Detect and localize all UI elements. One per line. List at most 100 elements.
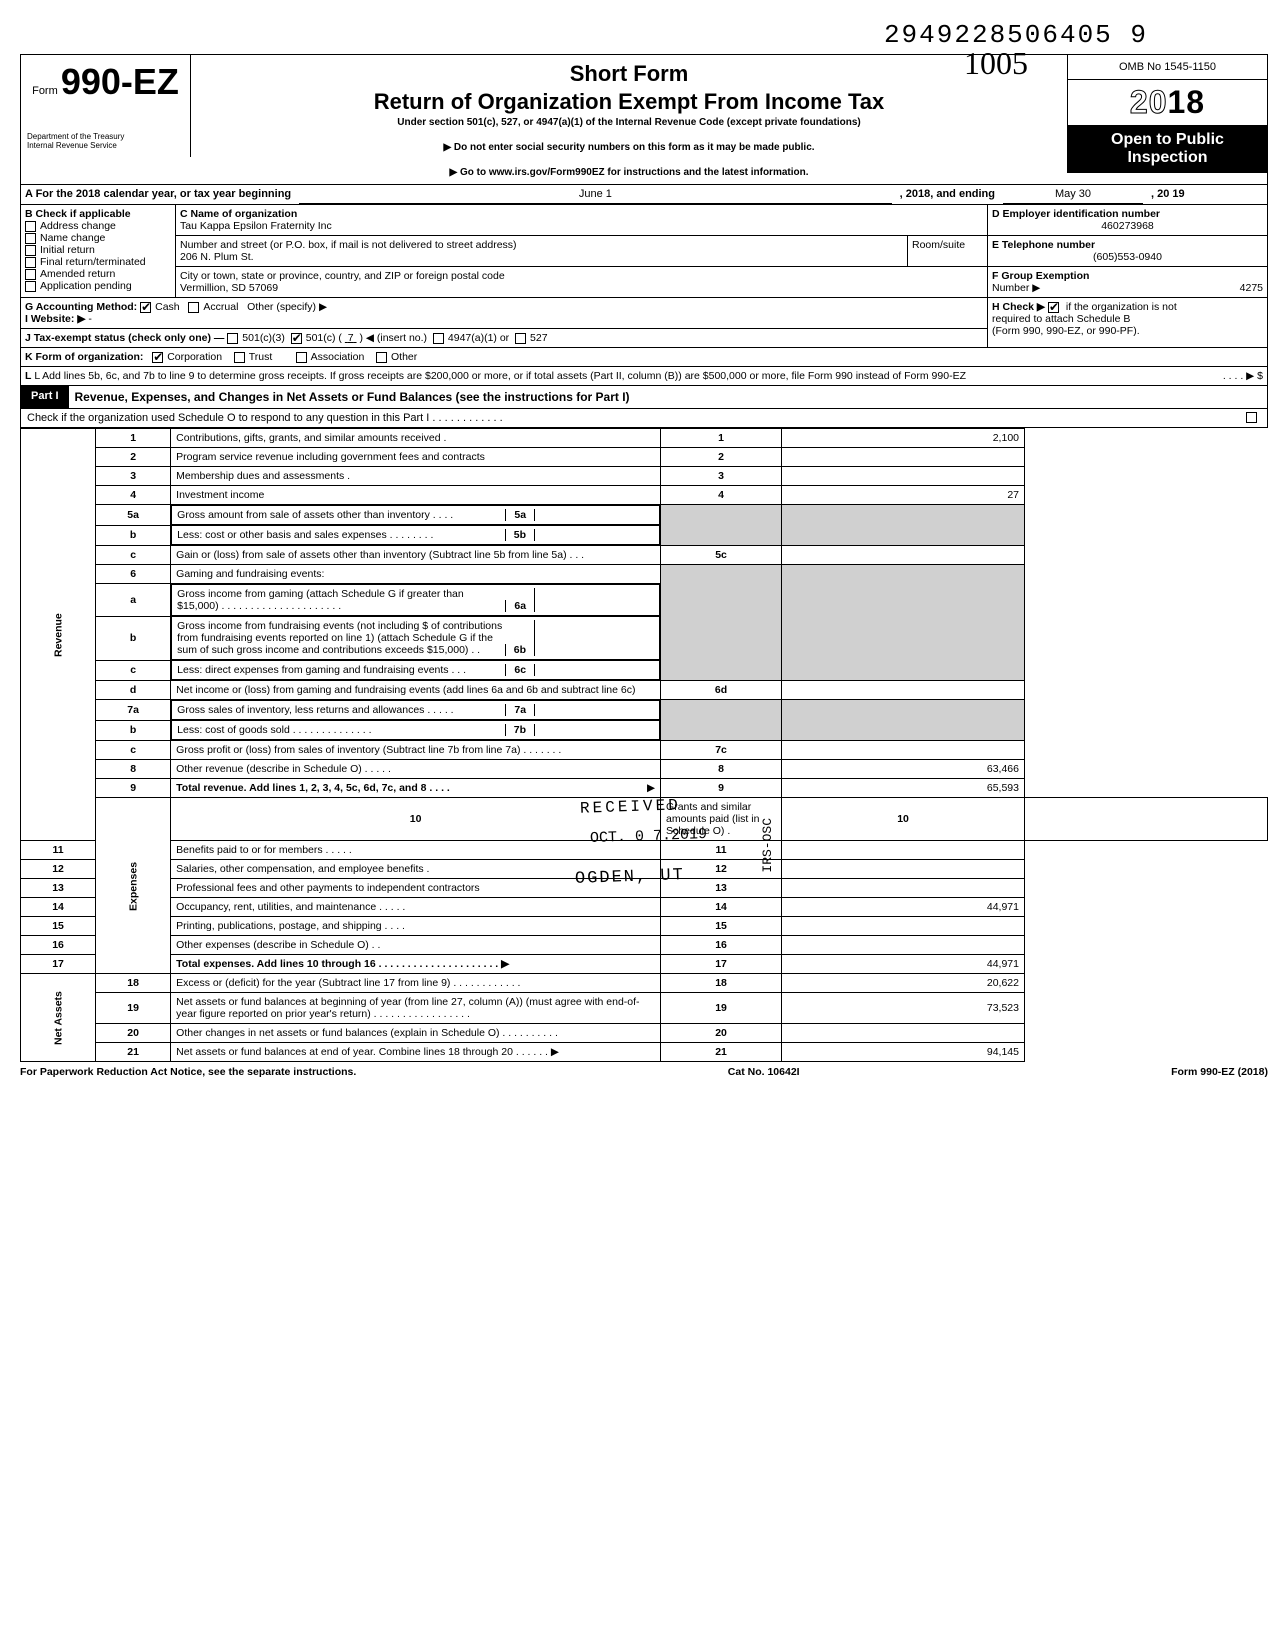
row-k: K Form of organization: Corporation Trus…	[21, 348, 1268, 367]
line-20-num: 20	[96, 1024, 171, 1043]
line-20-amt	[782, 1024, 1025, 1043]
line-6a-box: 6a	[505, 600, 534, 612]
row-j-label: J Tax-exempt status (check only one) —	[25, 332, 224, 344]
line-6c-num: c	[96, 660, 171, 681]
open-to-public: Open to Public Inspection	[1068, 125, 1267, 173]
line-6c-text: Less: direct expenses from gaming and fu…	[177, 664, 505, 676]
form-number-cell: Form 990-EZ Department of the Treasury I…	[21, 55, 191, 157]
row-h: H Check ▶ if the organization is not req…	[988, 298, 1268, 348]
line-17-box: 17	[661, 955, 782, 974]
line-7b-box: 7b	[505, 724, 534, 736]
501c-check[interactable]	[291, 333, 302, 344]
note-url: ▶ Go to www.irs.gov/Form990EZ for instru…	[199, 167, 1059, 178]
line-7a-inneramt	[534, 704, 654, 716]
line-21-num: 21	[96, 1043, 171, 1062]
line-9-box: 9	[661, 779, 782, 798]
row-a-label: A For the 2018 calendar year, or tax yea…	[21, 185, 295, 204]
dept-line2: Internal Revenue Service	[27, 142, 184, 151]
row-a-end-month: May 30	[1003, 185, 1143, 204]
other-org-label: Other	[391, 351, 417, 363]
part1-schedule-o-check[interactable]	[1246, 412, 1257, 423]
short-form-title: Short Form	[199, 61, 1059, 87]
527-label: 527	[530, 332, 548, 344]
line-11-text: Benefits paid to or for members . . . . …	[171, 841, 661, 860]
line-6-text: Gaming and fundraising events:	[171, 565, 661, 584]
501c3-check[interactable]	[227, 333, 238, 344]
addr-label: Number and street (or P.O. box, if mail …	[180, 239, 517, 251]
line5-shade-amt	[782, 505, 1025, 546]
part1-header: Part I Revenue, Expenses, and Changes in…	[20, 386, 1268, 409]
527-check[interactable]	[515, 333, 526, 344]
org-name: Tau Kappa Epsilon Fraternity Inc	[180, 220, 332, 232]
box-e-label: E Telephone number	[992, 239, 1095, 251]
corp-check[interactable]	[152, 352, 163, 363]
line-9-amt: 65,593	[782, 779, 1025, 798]
stamp-received: RECEIVED	[580, 796, 681, 818]
box-d-label: D Employer identification number	[992, 208, 1160, 220]
corp-label: Corporation	[167, 351, 222, 363]
line-7c-box: 7c	[661, 741, 782, 760]
box-e: E Telephone number (605)553-0940	[988, 236, 1268, 267]
box-b-opt-1[interactable]: Name change	[25, 232, 171, 244]
4947-label: 4947(a)(1) or	[448, 332, 509, 344]
accounting-accrual-label: Accrual	[203, 301, 238, 313]
other-org-check[interactable]	[376, 352, 387, 363]
group-exemption-value: 4275	[1240, 282, 1263, 294]
line-2-text: Program service revenue including govern…	[171, 448, 661, 467]
line-8-num: 8	[96, 760, 171, 779]
year-suffix: 18	[1168, 84, 1206, 120]
501c3-label: 501(c)(3)	[242, 332, 285, 344]
box-b-opt-3[interactable]: Final return/terminated	[25, 256, 171, 268]
row-l-arrow: . . . . ▶ $	[1223, 370, 1263, 382]
line-5b-text: Less: cost or other basis and sales expe…	[177, 529, 505, 541]
row-j: J Tax-exempt status (check only one) — 5…	[21, 329, 988, 348]
year-prefix: 20	[1130, 84, 1168, 120]
schedule-b-check[interactable]	[1048, 302, 1059, 313]
accounting-accrual-check[interactable]	[188, 302, 199, 313]
line-18-box: 18	[661, 974, 782, 993]
line5-shade	[661, 505, 782, 546]
box-b-opt-3-label: Final return/terminated	[40, 256, 146, 268]
line-5a-text: Gross amount from sale of assets other t…	[177, 509, 505, 521]
box-b-opt-2[interactable]: Initial return	[25, 244, 171, 256]
line-14-box: 14	[661, 898, 782, 917]
line-7a-box: 7a	[505, 704, 534, 716]
line-10-amt	[1025, 798, 1268, 841]
accounting-cash-check[interactable]	[140, 302, 151, 313]
box-b-opt-0-label: Address change	[40, 220, 116, 232]
box-b-opt-4-label: Amended return	[40, 268, 115, 280]
footer: For Paperwork Reduction Act Notice, see …	[20, 1062, 1268, 1078]
line-13-amt	[782, 879, 1025, 898]
line-16-text: Other expenses (describe in Schedule O) …	[171, 936, 661, 955]
line7-shade-amt	[782, 700, 1025, 741]
row-g-i: G Accounting Method: Cash Accrual Other …	[21, 298, 988, 329]
part1-check-row: Check if the organization used Schedule …	[20, 409, 1268, 428]
row-a-end-year: , 20 19	[1147, 185, 1267, 204]
line-14-amt: 44,971	[782, 898, 1025, 917]
line-3-box: 3	[661, 467, 782, 486]
trust-check[interactable]	[234, 352, 245, 363]
line-6b-box: 6b	[505, 644, 534, 656]
part1-title: Revenue, Expenses, and Changes in Net As…	[69, 386, 1267, 408]
expenses-vert-label: Expenses	[96, 798, 171, 974]
row-h-2: if the organization is not	[1066, 301, 1177, 313]
form-header: Form 990-EZ Department of the Treasury I…	[20, 54, 1268, 185]
501c-number: 7	[348, 332, 354, 344]
box-b-opt-0[interactable]: Address change	[25, 220, 171, 232]
row-l-text: L Add lines 5b, 6c, and 7b to line 9 to …	[34, 370, 966, 382]
4947-check[interactable]	[433, 333, 444, 344]
assoc-check[interactable]	[296, 352, 307, 363]
box-b-opt-4[interactable]: Amended return	[25, 268, 171, 280]
netassets-vert-label: Net Assets	[21, 974, 96, 1062]
line-6d-text: Net income or (loss) from gaming and fun…	[171, 681, 661, 700]
line-11-amt	[782, 841, 1025, 860]
line-6c-inneramt	[534, 664, 654, 676]
line-19-box: 19	[661, 993, 782, 1024]
box-b-opt-5[interactable]: Application pending	[25, 280, 171, 292]
assoc-label: Association	[311, 351, 365, 363]
line-6a-num: a	[96, 584, 171, 617]
line-7b-text: Less: cost of goods sold . . . . . . . .…	[177, 724, 505, 736]
line-15-box: 15	[661, 917, 782, 936]
line-5b-inneramt	[534, 529, 654, 541]
line-6b-text: Gross income from fundraising events (no…	[177, 620, 505, 656]
